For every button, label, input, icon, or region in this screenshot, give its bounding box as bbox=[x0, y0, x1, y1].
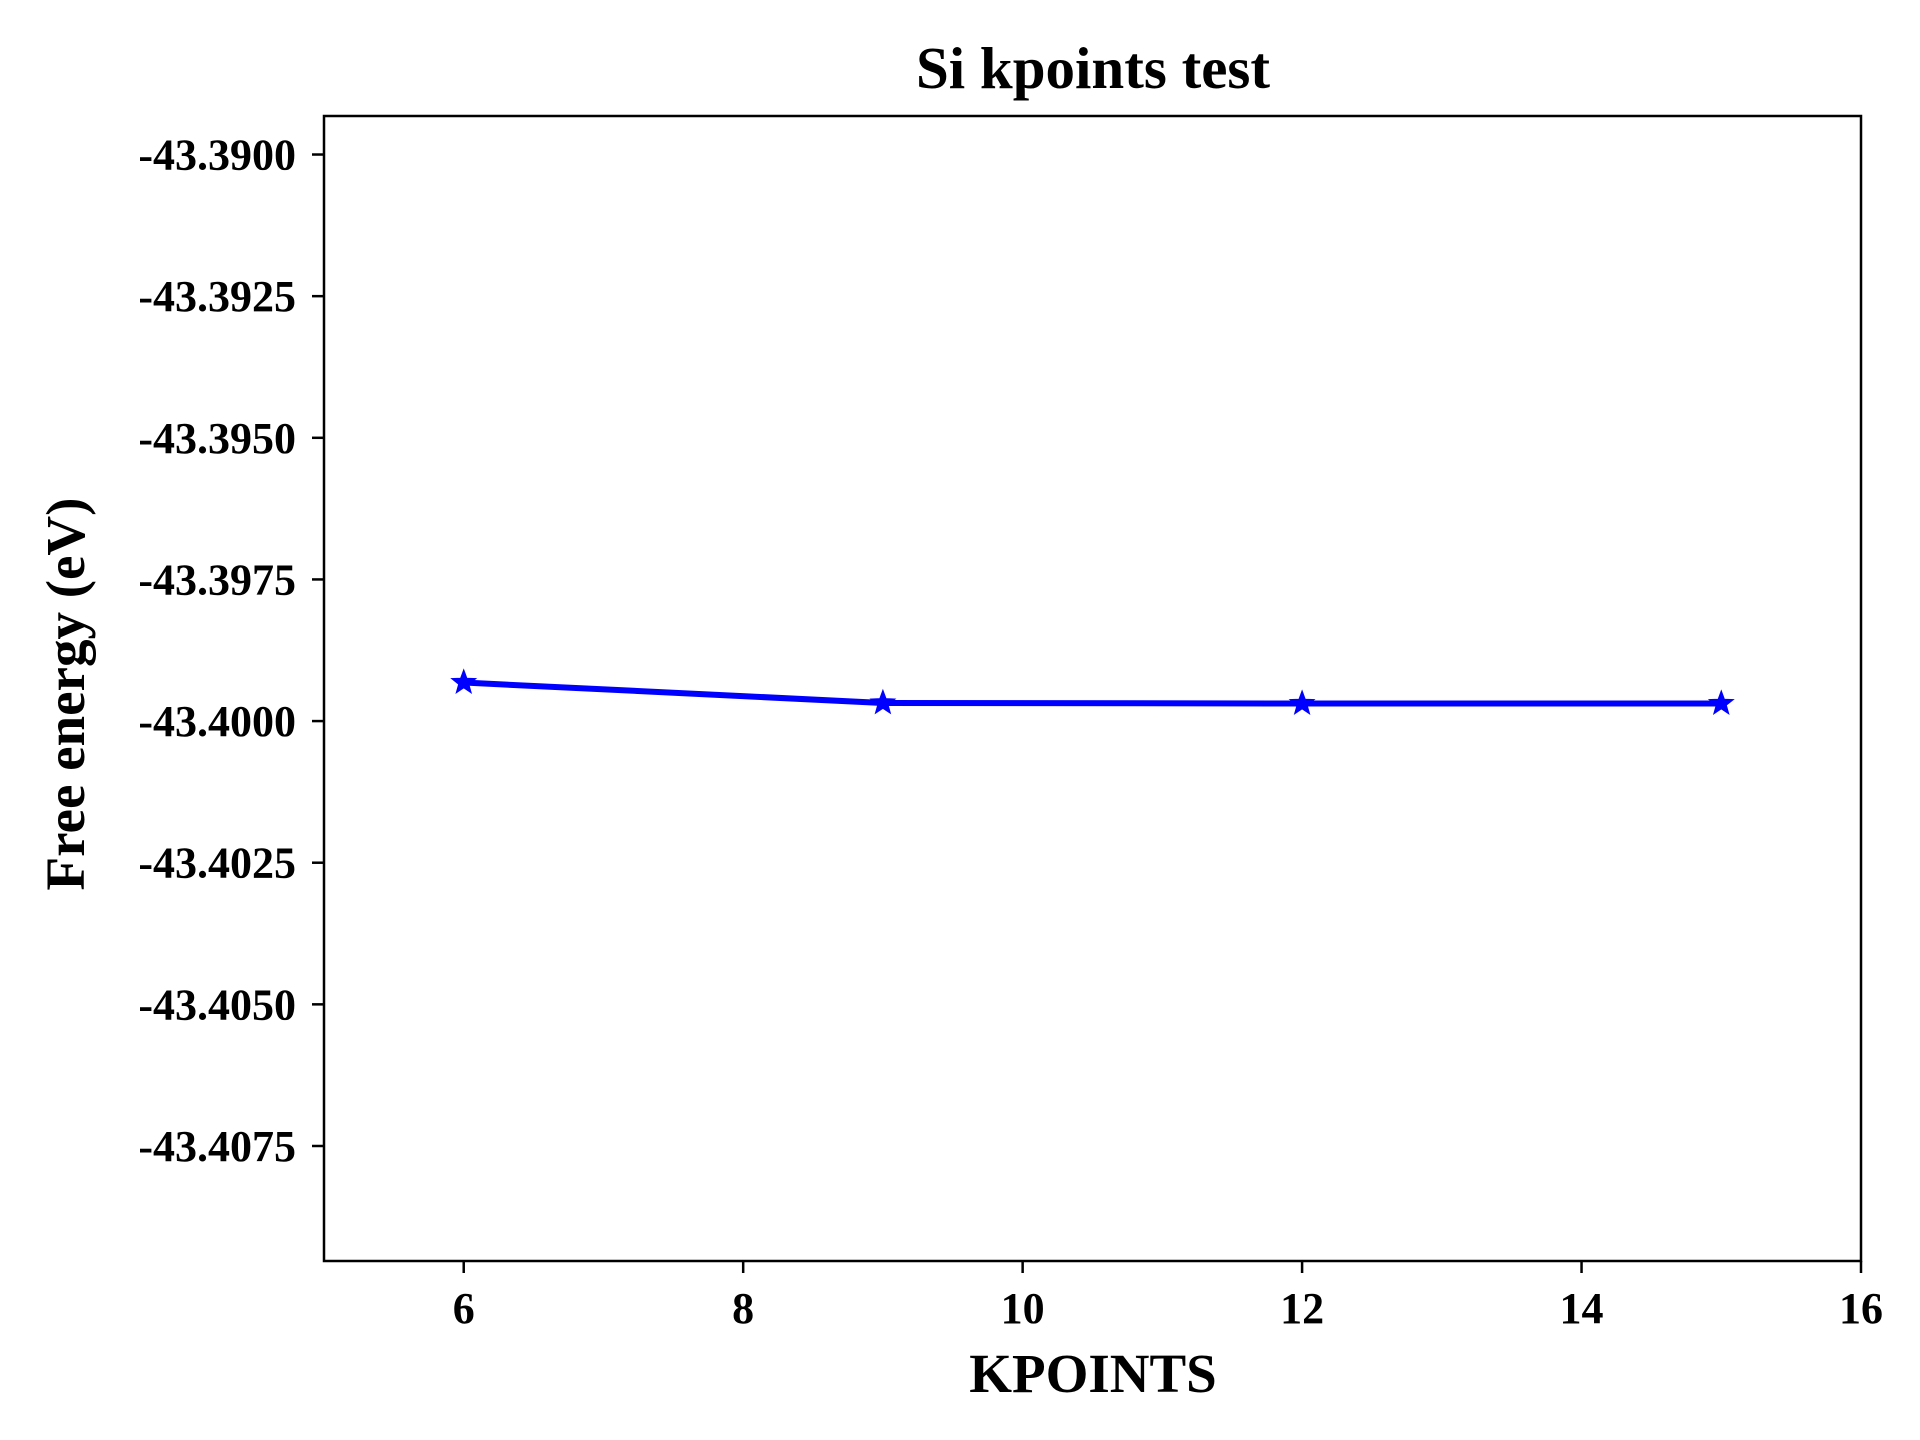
y-tick-label: -43.4000 bbox=[138, 697, 296, 746]
x-axis-label: KPOINTS bbox=[969, 1343, 1217, 1404]
x-tick-label: 12 bbox=[1280, 1284, 1324, 1333]
x-tick-label: 14 bbox=[1560, 1284, 1604, 1333]
y-tick-label: -43.3975 bbox=[138, 555, 296, 604]
data-point-star bbox=[869, 688, 897, 715]
y-tick-label: -43.4025 bbox=[138, 839, 296, 888]
y-tick-label: -43.3925 bbox=[138, 272, 296, 321]
x-tick-label: 16 bbox=[1839, 1284, 1883, 1333]
y-tick-label: -43.3950 bbox=[138, 414, 296, 463]
y-axis-label: Free energy (eV) bbox=[35, 498, 96, 891]
y-tick-label: -43.4075 bbox=[138, 1122, 296, 1171]
data-point-star bbox=[1288, 689, 1316, 715]
x-tick-label: 10 bbox=[1001, 1284, 1045, 1333]
plot-area: 6 8 10 12 14 16 -43.3900 -43.3925 -43.3950 -43.39… bbox=[138, 114, 1883, 1333]
y-tick-label: -43.3900 bbox=[138, 131, 296, 180]
chart-title: Si kpoints test bbox=[916, 35, 1270, 101]
data-point-star bbox=[450, 668, 478, 695]
x-tick-label: 8 bbox=[732, 1284, 754, 1333]
x-tick-label: 6 bbox=[453, 1284, 475, 1333]
data-point-star bbox=[1707, 689, 1735, 715]
y-tick-label: -43.4050 bbox=[138, 980, 296, 1029]
series-line bbox=[460, 679, 1725, 707]
plot-frame bbox=[322, 114, 1863, 1263]
